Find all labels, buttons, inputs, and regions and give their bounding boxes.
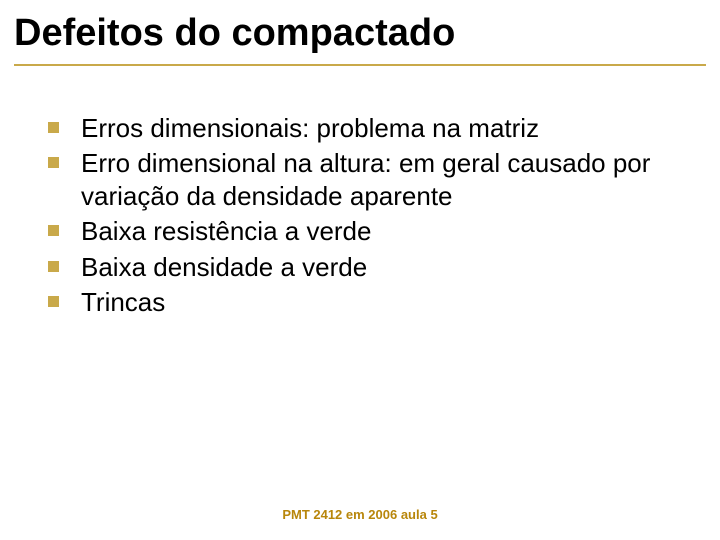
- list-item: Baixa densidade a verde: [48, 251, 672, 284]
- square-bullet-icon: [48, 261, 59, 272]
- body-area: Erros dimensionais: problema na matriz E…: [0, 66, 720, 320]
- square-bullet-icon: [48, 225, 59, 236]
- list-item: Trincas: [48, 286, 672, 319]
- bullet-list: Erros dimensionais: problema na matriz E…: [48, 112, 672, 320]
- slide-title: Defeitos do compactado: [14, 12, 706, 62]
- slide: Defeitos do compactado Erros dimensionai…: [0, 0, 720, 540]
- square-bullet-icon: [48, 157, 59, 168]
- bullet-text: Erro dimensional na altura: em geral cau…: [81, 147, 672, 214]
- bullet-text: Baixa resistência a verde: [81, 215, 371, 248]
- square-bullet-icon: [48, 296, 59, 307]
- square-bullet-icon: [48, 122, 59, 133]
- list-item: Erros dimensionais: problema na matriz: [48, 112, 672, 145]
- bullet-text: Baixa densidade a verde: [81, 251, 367, 284]
- list-item: Erro dimensional na altura: em geral cau…: [48, 147, 672, 214]
- slide-footer: PMT 2412 em 2006 aula 5: [0, 507, 720, 522]
- list-item: Baixa resistência a verde: [48, 215, 672, 248]
- bullet-text: Erros dimensionais: problema na matriz: [81, 112, 539, 145]
- bullet-text: Trincas: [81, 286, 165, 319]
- title-area: Defeitos do compactado: [0, 0, 720, 66]
